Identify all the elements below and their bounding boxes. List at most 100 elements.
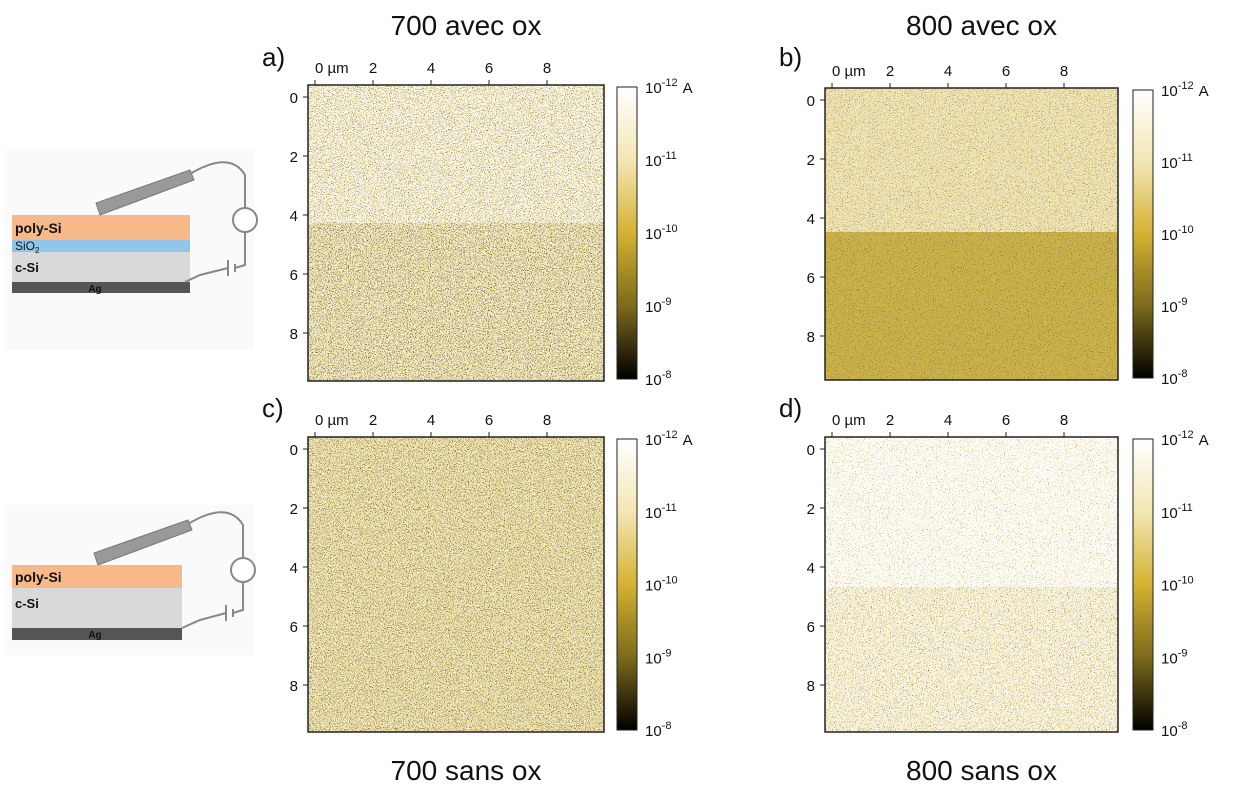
colorbar (616, 86, 638, 380)
colorbar-label: 10-8 (645, 369, 671, 389)
colorbar-label: 10-8 (1161, 368, 1187, 388)
x-tick-label: 4 (427, 412, 435, 429)
poly-si-layer (12, 215, 190, 240)
probe (95, 169, 195, 216)
y-tick-label: 2 (807, 152, 815, 169)
colorbar-label-exp: -8 (1178, 368, 1188, 380)
colorbar-label-base: 10 (645, 80, 662, 97)
colorbar-label-exp: -9 (1178, 647, 1188, 659)
colorbar-label-exp: -8 (662, 720, 672, 732)
layer-label: poly-Si (15, 220, 62, 236)
panel-title: 700 sans ox (391, 755, 542, 785)
colorbar-label-exp: -9 (1178, 296, 1188, 308)
panel-letter: c) (262, 393, 284, 423)
map-frame (307, 84, 605, 382)
y-tick-label: 6 (290, 619, 298, 636)
y-tick-label: 8 (807, 678, 815, 695)
layer-label: c-Si (15, 596, 39, 611)
colorbar-label: 10-10 (645, 223, 678, 243)
colorbar-label-exp: -9 (662, 647, 672, 659)
x-tick-label: 8 (543, 412, 551, 429)
colorbar (616, 438, 638, 731)
panel-title: 700 avec ox (391, 10, 542, 41)
colorbar (1132, 89, 1154, 379)
current-map-texture (825, 587, 1118, 732)
colorbar-label: 10-9 (1161, 296, 1187, 316)
colorbar-unit: A (1199, 432, 1209, 449)
colorbar-label: 10-10 (1161, 575, 1194, 595)
x-tick-label: 8 (1060, 63, 1068, 80)
y-tick-label: 6 (807, 270, 815, 287)
x-tick-label: 0 µm (315, 60, 349, 77)
current-map-texture (308, 437, 604, 732)
map-frame (824, 87, 1119, 381)
colorbar-label-exp: -11 (1178, 502, 1193, 514)
colorbar-unit: A (683, 80, 693, 97)
colorbar-label: 10-11 (1161, 502, 1193, 522)
x-tick-label: 6 (1002, 63, 1010, 80)
colorbar-label-exp: -12 (1178, 80, 1194, 92)
colorbar-label-exp: -11 (662, 150, 677, 162)
y-tick-label: 8 (290, 678, 298, 695)
colorbar-label: 10-9 (1161, 647, 1187, 667)
colorbar-label-base: 10 (645, 432, 662, 449)
colorbar-label-base: 10 (645, 299, 662, 316)
ag-layer (12, 282, 190, 293)
label-part: SiO (15, 239, 35, 253)
subscript: 2 (35, 246, 40, 255)
colorbar-label-base: 10 (1161, 505, 1178, 522)
colorbar-label-base: 10 (645, 153, 662, 170)
diagram-with-oxide: poly-Si SiO2 c-Si Ag (4, 150, 258, 350)
wire (184, 161, 246, 283)
colorbar-label-base: 10 (645, 505, 662, 522)
x-tick-label: 2 (369, 412, 377, 429)
x-tick-label: 0 µm (832, 412, 866, 429)
layer-label: poly-Si (15, 569, 62, 585)
sio2-layer (12, 240, 190, 252)
y-tick-label: 2 (290, 501, 298, 518)
colorbar-label-exp: -8 (1178, 720, 1188, 732)
y-tick-label: 4 (807, 211, 815, 228)
x-tick-label: 6 (1002, 412, 1010, 429)
y-tick-label: 6 (290, 267, 298, 284)
colorbar-label: 10-11 (1161, 152, 1193, 172)
colorbar-label-exp: -10 (662, 575, 678, 587)
meter (232, 207, 258, 233)
colorbar-label-exp: -10 (662, 223, 678, 235)
colorbar-label-base: 10 (1161, 83, 1178, 100)
y-tick-label: 6 (807, 619, 815, 636)
x-tick-label: 8 (543, 60, 551, 77)
x-tick-label: 4 (944, 412, 952, 429)
colorbar-label-exp: -8 (662, 369, 672, 381)
colorbar-label-exp: -10 (1178, 575, 1194, 587)
colorbar-label: 10-9 (645, 296, 671, 316)
x-tick-label: 0 µm (315, 412, 349, 429)
colorbar-unit: A (1199, 83, 1209, 100)
layer-label: c-Si (15, 260, 39, 275)
x-tick-label: 8 (1060, 412, 1068, 429)
colorbar-label-base: 10 (1161, 723, 1178, 740)
colorbar-label-base: 10 (1161, 650, 1178, 667)
current-map-texture (308, 85, 604, 223)
colorbar-label: 10-8 (1161, 720, 1187, 740)
colorbar-unit: A (683, 432, 693, 449)
map-frame (307, 436, 605, 733)
map-frame (824, 436, 1119, 733)
colorbar-label: 10-10 (645, 575, 678, 595)
layer-label: Ag (88, 284, 101, 295)
panel-title: 800 avec ox (906, 10, 1057, 41)
y-tick-label: 0 (807, 442, 815, 459)
colorbar-label: 10-12 A (645, 429, 693, 449)
colorbar-label-exp: -10 (1178, 224, 1194, 236)
colorbar-label-base: 10 (1161, 371, 1178, 388)
probe (93, 519, 193, 566)
colorbar-label-base: 10 (645, 372, 662, 389)
colorbar-label-exp: -12 (662, 77, 678, 89)
y-tick-label: 2 (807, 501, 815, 518)
colorbar-label: 10-12 A (645, 77, 693, 97)
y-tick-label: 0 (290, 442, 298, 459)
